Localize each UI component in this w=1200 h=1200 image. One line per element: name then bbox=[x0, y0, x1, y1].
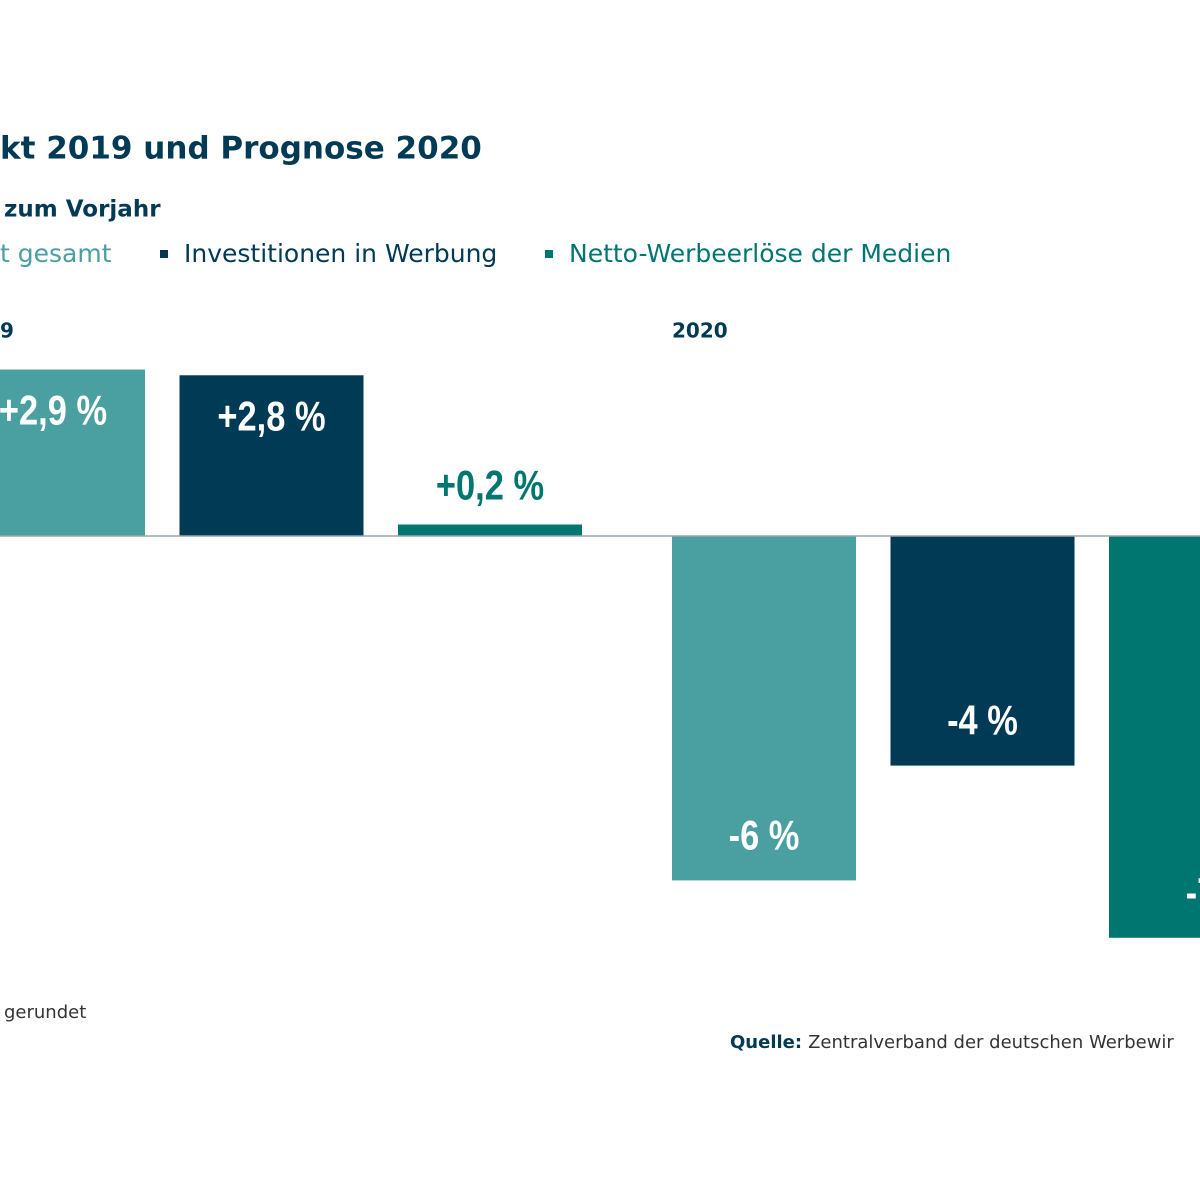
value-label: -4 % bbox=[947, 698, 1018, 745]
legend-label: Investitionen in Werbung bbox=[184, 239, 497, 268]
category-label: 9 bbox=[0, 319, 14, 343]
legend-swatch bbox=[545, 250, 553, 258]
legend-swatch bbox=[160, 250, 168, 258]
footnote: gerundet bbox=[4, 1002, 86, 1023]
source-text: Zentralverband der deutschen Werbewir bbox=[808, 1032, 1174, 1053]
bar bbox=[1109, 536, 1200, 938]
bar bbox=[179, 375, 364, 536]
value-label: +0,2 % bbox=[436, 462, 544, 509]
bar bbox=[398, 524, 582, 536]
chart-subtitle: zum Vorjahr bbox=[4, 197, 161, 223]
value-label: +2,8 % bbox=[217, 393, 325, 440]
value-label: +2,9 % bbox=[0, 387, 107, 434]
bar bbox=[672, 536, 856, 881]
bar bbox=[0, 369, 145, 536]
value-label: -7 bbox=[1186, 870, 1200, 917]
value-label: -6 % bbox=[729, 812, 800, 859]
legend-label: t gesamt bbox=[0, 239, 112, 268]
source: Quelle: Zentralverband der deutschen Werb… bbox=[730, 1032, 1174, 1053]
chart-title: kt 2019 und Prognose 2020 bbox=[0, 131, 482, 167]
legend-label: Netto-Werbeerlöse der Medien bbox=[569, 239, 951, 268]
category-label: 2020 bbox=[672, 319, 728, 343]
source-label: Quelle: bbox=[730, 1032, 802, 1053]
bar bbox=[890, 536, 1075, 766]
